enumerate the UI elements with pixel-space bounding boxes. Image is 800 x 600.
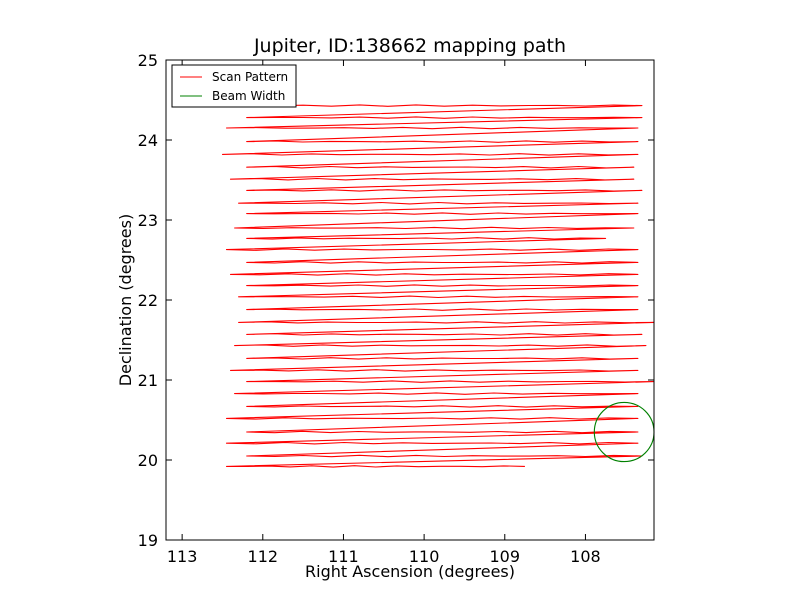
y-axis-label: Declination (degrees) (116, 214, 135, 386)
y-tick-label: 19 (138, 531, 158, 550)
axis-ticks: 113 112 111 110 109 108 19 20 21 22 23 24 25 (138, 51, 654, 566)
y-tick-label: 25 (138, 51, 158, 70)
x-tick-label: 108 (570, 547, 601, 566)
y-tick-label: 23 (138, 211, 158, 230)
legend-box (171, 64, 297, 108)
y-tick-label: 22 (138, 291, 158, 310)
x-tick-label: 111 (328, 547, 359, 566)
x-axis-label: Right Ascension (degrees) (305, 562, 515, 581)
x-tick-label: 109 (490, 547, 521, 566)
y-tick-label: 21 (138, 371, 158, 390)
legend: Scan Pattern Beam Width (171, 64, 297, 108)
x-tick-label: 113 (167, 547, 198, 566)
scan-pattern-path (221, 104, 655, 468)
legend-label-scan-pattern: Scan Pattern (212, 70, 288, 84)
legend-label-beam-width: Beam Width (212, 89, 285, 103)
y-tick-label: 20 (138, 451, 158, 470)
x-tick-label: 112 (248, 547, 279, 566)
y-tick-label: 24 (138, 131, 158, 150)
chart-title: Jupiter, ID:138662 mapping path (253, 35, 566, 57)
x-tick-label: 110 (409, 547, 440, 566)
